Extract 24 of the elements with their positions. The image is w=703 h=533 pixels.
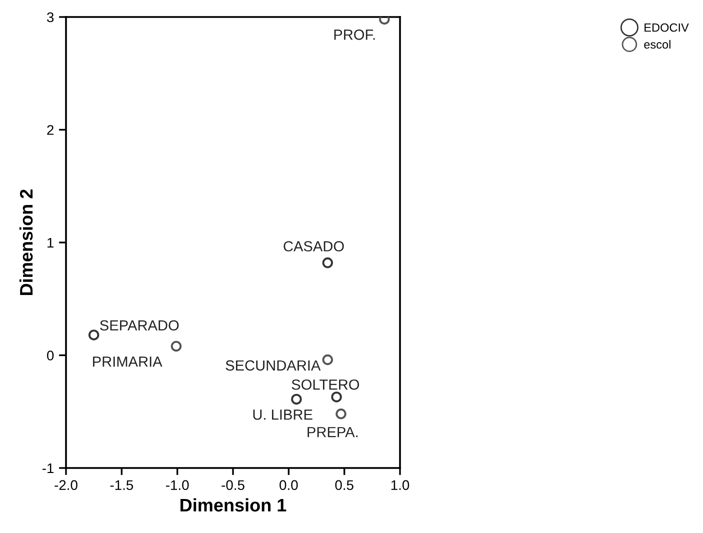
annotation: SECUNDARIA xyxy=(226,360,321,371)
y-tick-label: 2 xyxy=(47,125,54,135)
legend-label: escol xyxy=(644,40,670,49)
y-tick-label: -1 xyxy=(42,463,54,474)
annotation: PROF. xyxy=(334,30,375,40)
y-tick-label: 1 xyxy=(48,238,54,248)
x-tick-label: -2.0 xyxy=(54,480,78,490)
x-tick-label: -1.0 xyxy=(166,480,189,490)
y-axis-title: Dimension 2 xyxy=(19,190,33,295)
annotation: SOLTERO xyxy=(292,379,360,390)
x-tick-label: 0.0 xyxy=(280,480,298,490)
x-tick-label: -1.5 xyxy=(110,480,134,490)
annotation: PRIMARIA xyxy=(93,356,162,367)
x-axis-title: Dimension 1 xyxy=(180,498,286,512)
legend-label: EDOCIV xyxy=(644,23,689,32)
annotation: SEPARADO xyxy=(100,320,179,331)
annotation: CASADO xyxy=(284,241,344,252)
annotation: PREPA. xyxy=(308,427,358,438)
x-tick-label: 1.0 xyxy=(391,480,410,490)
y-tick-label: 3 xyxy=(47,12,54,22)
x-tick-label: -0.5 xyxy=(222,480,244,490)
x-tick-label: 0.5 xyxy=(335,480,354,490)
y-tick-label: 0 xyxy=(47,350,54,360)
annotation: U. LIBRE xyxy=(253,410,312,420)
